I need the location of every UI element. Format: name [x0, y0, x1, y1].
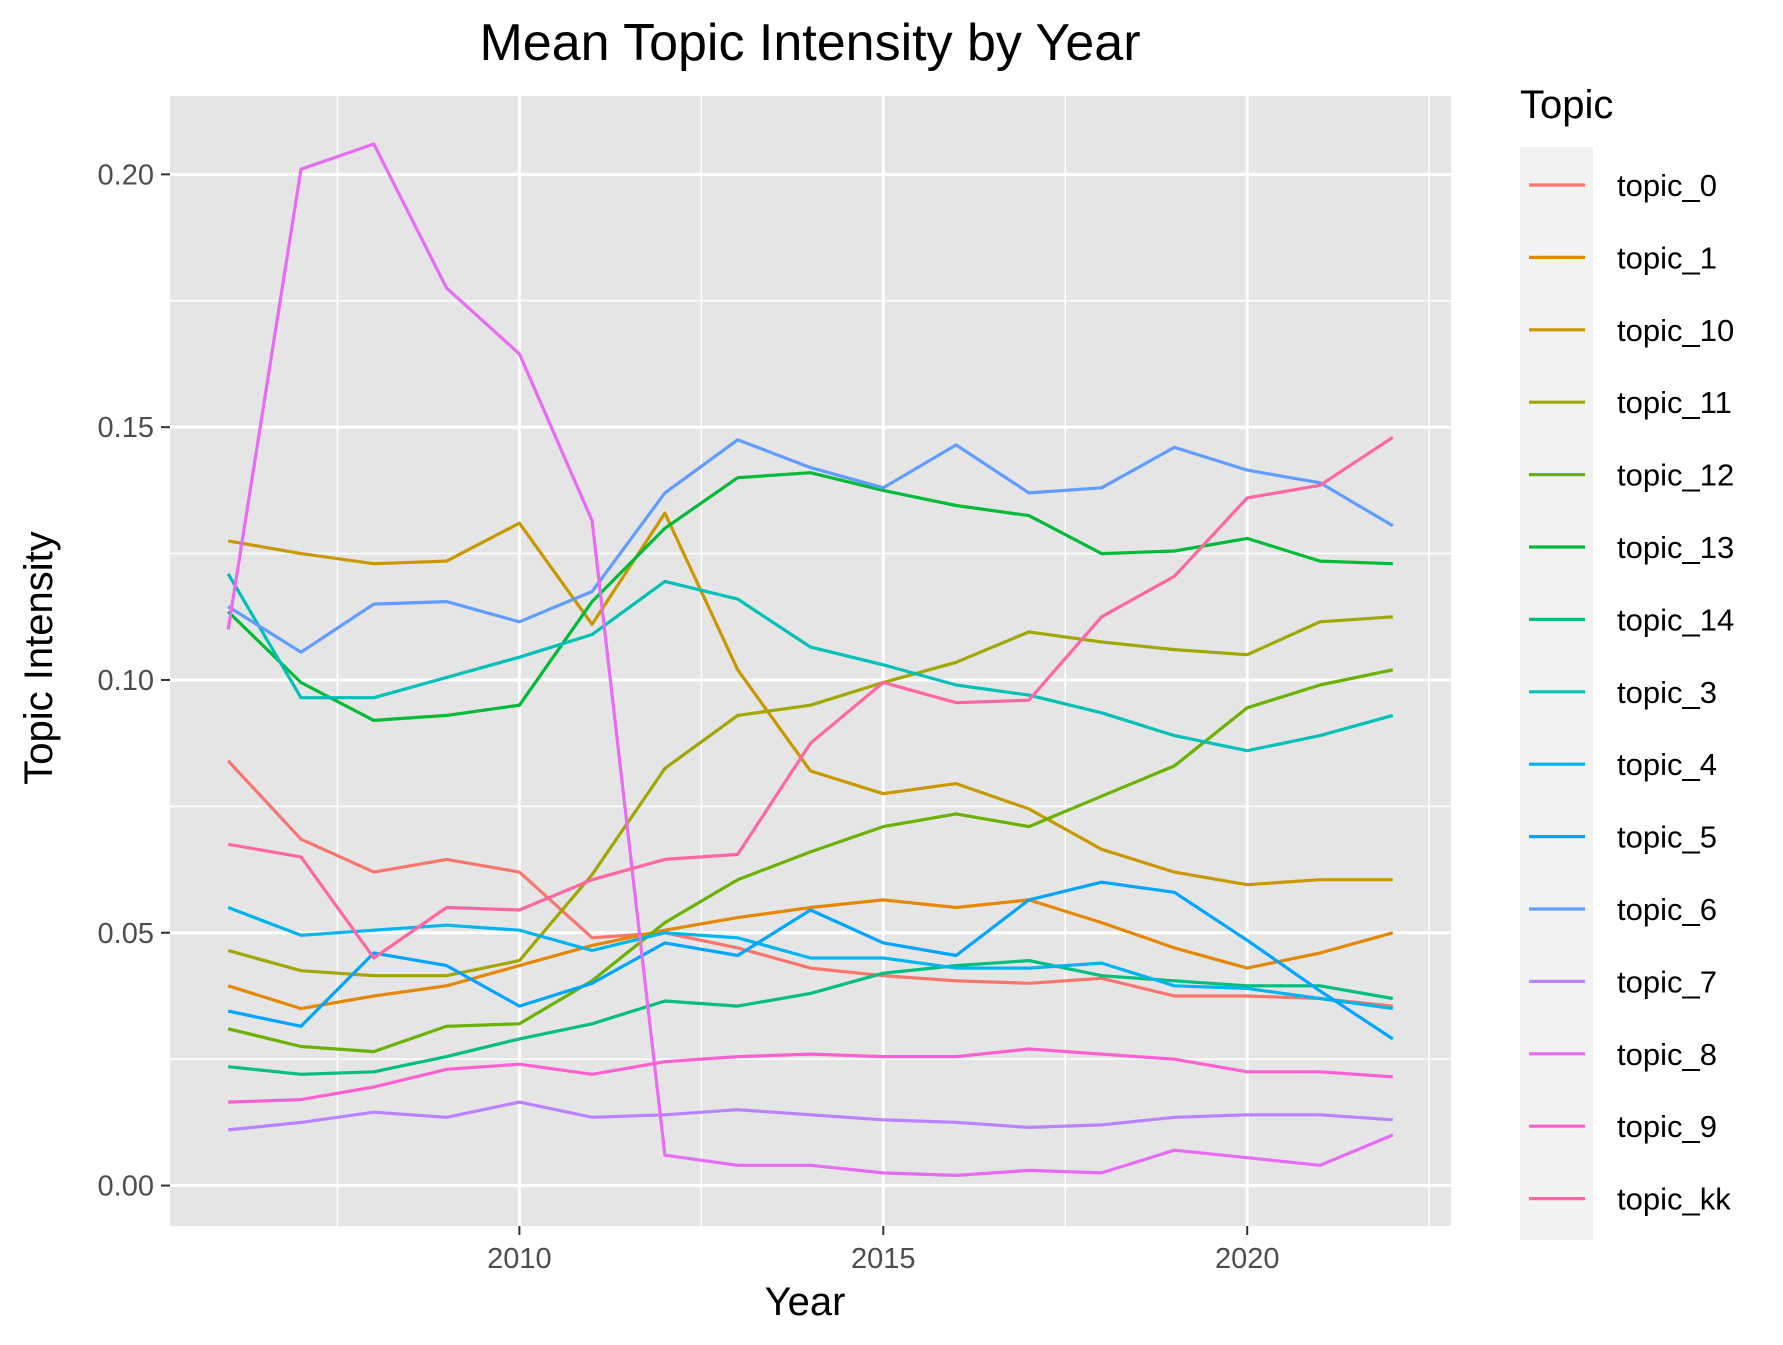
series-line-topic_9 [228, 1047, 1393, 1104]
legend-key-background [1520, 147, 1593, 1240]
series-line-topic_3 [226, 572, 1394, 753]
series-line-topic_14 [228, 958, 1394, 1076]
series-line-topic_10 [227, 511, 1393, 887]
plot-panel [170, 96, 1451, 1226]
legend-label-topic_0: topic_0 [1617, 168, 1717, 203]
legend-label-topic_6: topic_6 [1617, 892, 1717, 927]
series-line-topic_4 [227, 906, 1394, 1011]
minor-gridlines [170, 96, 1451, 1226]
y-tick-label: 0.20 [98, 159, 154, 191]
legend-label-topic_11: topic_11 [1617, 385, 1732, 420]
x-axis-title: Year [765, 1280, 846, 1324]
series-line-topic_13 [227, 471, 1393, 723]
legend-label-topic_12: topic_12 [1617, 458, 1734, 493]
legend-label-topic_3: topic_3 [1617, 675, 1717, 710]
series-line-topic_1 [227, 898, 1394, 1011]
legend-label-topic_7: topic_7 [1617, 964, 1717, 999]
x-tick-label: 2015 [851, 1243, 916, 1275]
series-line-topic_7 [228, 1100, 1393, 1132]
x-tick-label: 2010 [487, 1243, 552, 1275]
y-axis-title: Topic Intensity [17, 531, 61, 784]
chart-title: Mean Topic Intensity by Year [479, 14, 1140, 72]
legend-label-topic_8: topic_8 [1617, 1037, 1717, 1072]
y-tick-label: 0.10 [98, 665, 154, 697]
legend-title: Topic [1520, 83, 1613, 127]
series-line-topic_5 [227, 880, 1394, 1041]
legend-label-topic_4: topic_4 [1617, 747, 1717, 782]
x-axis: 2010 2015 2020 [487, 1226, 1279, 1275]
legend-label-topic_1: topic_1 [1617, 240, 1717, 275]
y-tick-label: 0.05 [98, 918, 154, 950]
y-tick-label: 0.00 [98, 1171, 154, 1203]
legend-label-topic_5: topic_5 [1617, 820, 1717, 855]
legend-label-topic_9: topic_9 [1617, 1109, 1717, 1144]
series-line-topic_11 [227, 615, 1393, 978]
x-tick-label: 2020 [1215, 1243, 1280, 1275]
legend-label-topic_10: topic_10 [1617, 313, 1734, 348]
y-tick-label: 0.15 [98, 412, 154, 444]
legend-label-topic_kk: topic_kk [1617, 1182, 1731, 1217]
series-line-topic_8 [226, 142, 1394, 1178]
series-line-topic_0 [227, 759, 1393, 1008]
series-line-topic_6 [227, 438, 1394, 654]
legend: topic_0 topic_1 topic_10 topic_11 topic_12to… [1529, 168, 1734, 1217]
legend-label-topic_14: topic_14 [1617, 602, 1734, 637]
series-line-topic_kk [227, 435, 1394, 960]
legend-label-topic_13: topic_13 [1617, 530, 1734, 565]
series-lines [226, 142, 1394, 1178]
series-line-topic_12 [227, 668, 1394, 1054]
y-axis: 0.00 0.05 0.10 0.15 0.20 [98, 159, 170, 1203]
